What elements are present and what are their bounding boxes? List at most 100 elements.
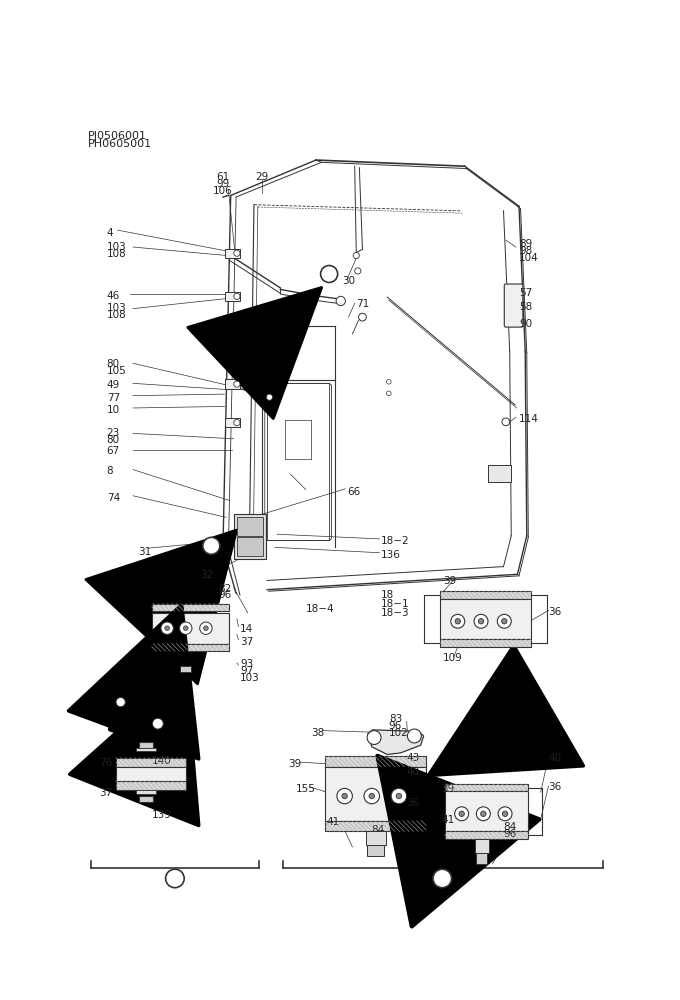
Polygon shape [368,730,424,754]
Text: 39: 39 [443,576,456,586]
Bar [477,853,488,864]
Text: 89: 89 [519,239,532,249]
Bar [325,821,426,831]
Bar [152,604,229,611]
Text: 67: 67 [107,446,120,456]
Circle shape [455,619,460,624]
Bar [224,249,240,258]
Text: 40: 40 [407,767,420,777]
Text: 82: 82 [218,584,232,594]
Circle shape [342,793,347,799]
Text: 102: 102 [389,728,409,738]
Text: 98: 98 [519,246,532,256]
Text: E: E [325,267,333,280]
Text: 90: 90 [519,319,532,329]
Circle shape [353,252,359,259]
Text: 103: 103 [240,673,260,683]
Text: 83: 83 [389,714,402,724]
Circle shape [451,614,464,628]
Circle shape [161,622,173,634]
Text: 74: 74 [107,493,120,503]
Circle shape [386,391,391,396]
Circle shape [474,614,488,628]
Text: E: E [437,871,447,885]
Bar [325,767,426,821]
Text: 18−1: 18−1 [381,599,409,609]
Text: 76: 76 [99,758,112,768]
Bar [237,537,263,556]
Circle shape [336,296,345,306]
Text: 58: 58 [519,302,532,312]
Polygon shape [114,696,167,730]
Text: 37: 37 [99,788,112,798]
Text: 155: 155 [296,784,316,794]
Text: 93: 93 [240,659,253,669]
Text: 8: 8 [107,466,114,477]
Text: 39: 39 [288,759,301,769]
Circle shape [180,622,192,634]
Circle shape [337,788,352,804]
Circle shape [234,381,240,387]
Circle shape [503,811,508,816]
Circle shape [200,622,212,634]
Text: PH0605001: PH0605001 [88,139,152,149]
Bar [325,756,426,767]
Circle shape [477,807,490,821]
Circle shape [391,788,407,804]
Text: 41: 41 [441,815,455,825]
Text: 4: 4 [107,228,114,238]
Bar [224,379,240,389]
Text: 40: 40 [549,753,562,763]
Text: 23: 23 [107,428,120,438]
Bar [152,644,229,651]
Circle shape [386,379,391,384]
Text: 96: 96 [372,832,385,842]
Text: 84: 84 [503,822,517,832]
Circle shape [355,268,361,274]
Circle shape [407,729,422,743]
Text: D: D [169,871,181,885]
Circle shape [364,788,379,804]
Bar [224,418,240,427]
Bar [445,784,528,791]
Text: 80: 80 [107,359,120,369]
Circle shape [165,626,169,631]
Bar [234,514,267,559]
Bar [440,591,531,599]
Circle shape [116,698,125,707]
Text: 71: 71 [356,299,369,309]
Circle shape [459,811,464,816]
Text: 61: 61 [216,172,230,182]
Circle shape [497,614,511,628]
Bar [445,791,528,831]
Bar [488,465,511,482]
Circle shape [234,420,240,426]
Text: 140: 140 [152,756,172,766]
Bar [136,748,156,751]
Text: 49: 49 [107,380,120,390]
Circle shape [478,619,483,624]
Bar [152,613,229,644]
Circle shape [502,619,507,624]
Circle shape [152,718,163,729]
Circle shape [481,811,486,816]
Bar [116,758,186,767]
Bar [116,767,186,781]
Circle shape [369,793,375,799]
Text: 97: 97 [240,666,253,676]
Text: 96: 96 [218,590,232,600]
Text: 10: 10 [107,405,120,415]
Circle shape [203,537,220,554]
Bar [440,599,531,639]
Text: 18−4: 18−4 [306,604,335,614]
Text: 43: 43 [407,753,420,763]
Text: 66: 66 [347,487,360,497]
Text: 30: 30 [342,276,356,286]
Text: 41: 41 [327,817,340,827]
Circle shape [203,626,208,631]
Text: 14: 14 [240,624,253,634]
Text: 106: 106 [213,186,233,196]
Bar [116,781,186,790]
Text: 103: 103 [107,303,126,313]
Text: 84: 84 [372,825,385,835]
